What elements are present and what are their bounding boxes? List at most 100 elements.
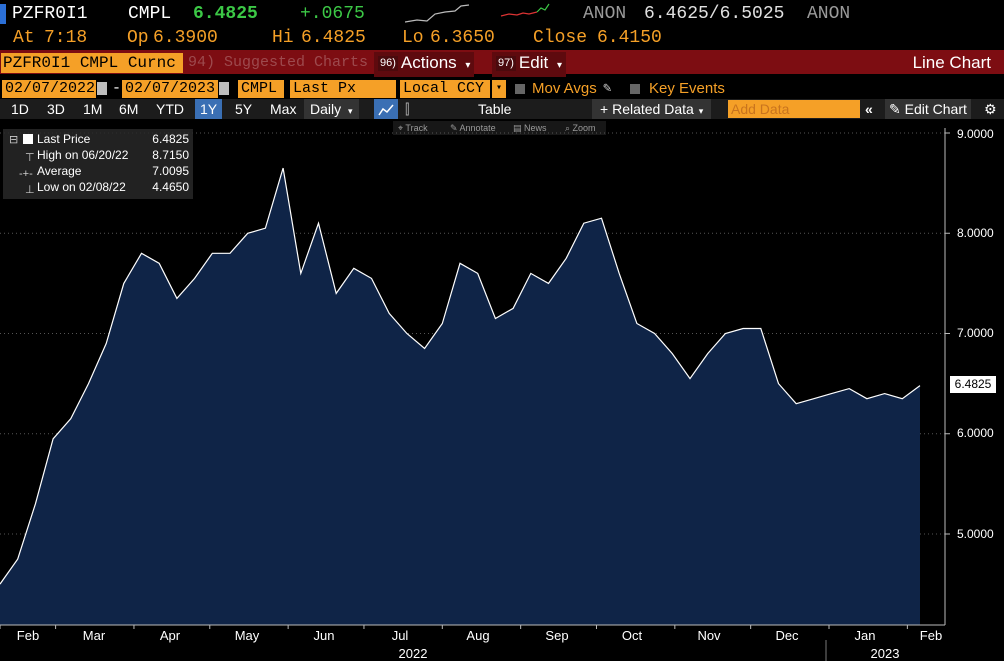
- chart-type-label: Line Chart: [912, 53, 991, 72]
- sparkline-green: [536, 3, 550, 13]
- gear-icon[interactable]: ⚙: [984, 101, 997, 117]
- x-tick-label: Jul: [391, 628, 409, 643]
- actions-number: 96): [378, 56, 398, 72]
- frequency-dropdown[interactable]: Daily ▾: [304, 99, 359, 119]
- date-separator: -: [112, 80, 122, 97]
- zoom-button[interactable]: ⌕ Zoom: [565, 121, 596, 135]
- edit-menu[interactable]: 97) Edit ▾: [492, 52, 566, 77]
- edit-chart-label: Edit Chart: [904, 101, 967, 117]
- price-area: [0, 168, 920, 625]
- line-chart-icon[interactable]: [374, 99, 398, 119]
- chart-legend[interactable]: ⊟ Last Price 6.4825 ⊤ High on 06/20/22 8…: [3, 129, 193, 199]
- x-tick-label: Oct: [621, 628, 643, 643]
- mov-avgs-label: Mov Avgs: [532, 80, 597, 97]
- close-value: 6.4150: [597, 28, 662, 48]
- price-field[interactable]: Last Px: [290, 80, 396, 98]
- collapse-icon[interactable]: «: [865, 101, 873, 117]
- annotate-button[interactable]: ✎ Annotate: [450, 121, 496, 135]
- legend-average-label: Average: [37, 164, 82, 178]
- low-value: 6.3650: [430, 28, 495, 48]
- price-line: [0, 167, 921, 585]
- zoom-icon: ⌕: [565, 123, 573, 133]
- edit-dropdown-icon: ▾: [556, 60, 562, 71]
- actions-menu[interactable]: 96) Actions ▾: [374, 52, 475, 77]
- zoom-label: Zoom: [572, 123, 596, 133]
- ticker[interactable]: PZFR0I1: [12, 4, 88, 24]
- news-icon: ▤: [513, 123, 525, 133]
- legend-last-price-value: 6.4825: [152, 132, 189, 146]
- last-price: 6.4825: [193, 4, 258, 24]
- start-date-field[interactable]: 02/07/2022: [2, 80, 96, 98]
- start-calendar-icon[interactable]: [97, 82, 107, 95]
- x-tick-marks: [0, 625, 908, 629]
- period-max[interactable]: Max: [270, 101, 297, 117]
- x-tick-label: Aug: [466, 628, 490, 643]
- period-1d[interactable]: 1D: [11, 101, 29, 117]
- edit-chart-button[interactable]: ✎ Edit Chart: [885, 99, 971, 119]
- bid-source: ANON: [583, 4, 627, 24]
- period-1y[interactable]: 1Y: [195, 99, 223, 119]
- ask-source: ANON: [807, 4, 851, 24]
- period-1m[interactable]: 1M: [83, 101, 103, 117]
- period-ytd[interactable]: YTD: [156, 101, 184, 117]
- legend-high-value: 8.7150: [152, 148, 189, 162]
- key-events-label: Key Events: [649, 80, 725, 97]
- year-label: 2023: [870, 646, 900, 661]
- end-calendar-icon[interactable]: [219, 82, 229, 95]
- low-marker-icon: ⊥: [25, 184, 35, 196]
- add-data-placeholder: Add Data: [731, 101, 790, 117]
- track-button[interactable]: ⌖ Track: [398, 121, 428, 135]
- key-events-checkbox[interactable]: [630, 84, 640, 94]
- source-field[interactable]: CMPL: [238, 80, 284, 98]
- high-label: Hi: [272, 28, 294, 48]
- table-button[interactable]: Table: [478, 101, 512, 117]
- currency-field[interactable]: Local CCY: [400, 80, 490, 98]
- at-time: 7:18: [44, 28, 88, 48]
- frequency-label: Daily: [310, 101, 342, 117]
- bid-ask: 6.4625/6.5025: [644, 4, 785, 24]
- mov-avgs-checkbox[interactable]: [515, 84, 525, 94]
- suggested-charts-number: 94): [188, 54, 216, 71]
- bar-chart-icon[interactable]: ⫿: [405, 101, 410, 117]
- close-label: Close: [533, 28, 588, 48]
- period-3d[interactable]: 3D: [47, 101, 65, 117]
- last-price-swatch: [23, 134, 33, 144]
- x-tick-label: May: [234, 628, 260, 643]
- ticker-field[interactable]: PZFR0I1 CMPL Curnc: [1, 53, 183, 73]
- period-6m[interactable]: 6M: [119, 101, 139, 117]
- x-tick-label: Jun: [313, 628, 335, 643]
- legend-last-price-label: Last Price: [37, 132, 91, 146]
- edit-number: 97): [496, 56, 516, 72]
- x-tick-label: Feb: [16, 628, 40, 643]
- track-label: Track: [405, 123, 428, 133]
- pencil-icon[interactable]: ✎: [603, 81, 612, 97]
- related-data-label: Related Data: [612, 101, 694, 117]
- track-icon: ⌖: [398, 123, 406, 133]
- add-data-input-box[interactable]: Add Data: [728, 100, 860, 118]
- period-5y[interactable]: 5Y: [235, 101, 253, 117]
- high-value: 6.4825: [301, 28, 366, 48]
- related-data-dropdown[interactable]: + Related Data ▾: [592, 99, 712, 119]
- chart-tools: [393, 121, 606, 135]
- sparkline-red: [500, 11, 538, 17]
- end-date-field[interactable]: 02/07/2023: [122, 80, 218, 98]
- year-label: 2022: [398, 646, 428, 661]
- news-button[interactable]: ▤ News: [513, 121, 547, 135]
- legend-low-label: Low on 02/08/22: [37, 180, 126, 194]
- collapse-legend-icon[interactable]: ⊟: [9, 134, 19, 146]
- plus-icon: +: [600, 101, 613, 117]
- y-tick-label: 5.0000: [957, 527, 994, 541]
- suggested-charts-button[interactable]: 94) Suggested Charts: [188, 53, 368, 73]
- currency-dropdown-icon[interactable]: ▾: [492, 80, 506, 98]
- average-line-icon: -+-: [19, 168, 33, 180]
- at-label: At: [13, 28, 35, 48]
- x-tick-label: Apr: [159, 628, 181, 643]
- edit-chart-pencil-icon: ✎: [889, 101, 905, 117]
- sparkline-white: [405, 4, 470, 23]
- legend-low-value: 4.4650: [152, 180, 189, 194]
- annotate-label: Annotate: [459, 123, 496, 133]
- low-label: Lo: [402, 28, 424, 48]
- x-tick-label: Mar: [82, 628, 106, 643]
- x-tick-label: Dec: [775, 628, 799, 643]
